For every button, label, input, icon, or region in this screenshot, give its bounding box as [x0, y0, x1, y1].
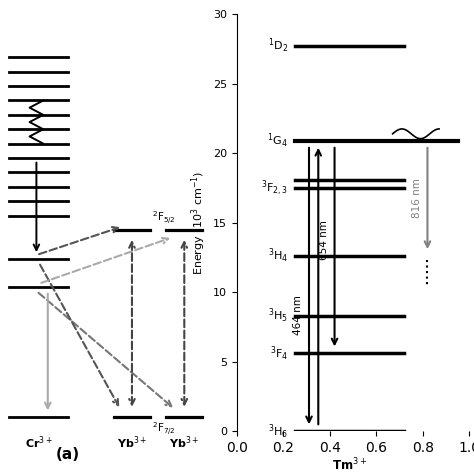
Text: 816 nm: 816 nm — [411, 179, 422, 219]
Text: (a): (a) — [56, 447, 80, 462]
Text: $^3$H$_5$: $^3$H$_5$ — [268, 307, 288, 325]
Text: $^3$F$_{2,3}$: $^3$F$_{2,3}$ — [261, 178, 288, 198]
Text: Yb$^{3+}$: Yb$^{3+}$ — [117, 435, 147, 451]
Text: 654 nm: 654 nm — [319, 220, 329, 260]
Text: Tm$^{3+}$: Tm$^{3+}$ — [332, 456, 367, 473]
Text: Yb$^{3+}$: Yb$^{3+}$ — [169, 435, 200, 451]
Text: $^2$F$_{5/2}$: $^2$F$_{5/2}$ — [153, 210, 176, 226]
Text: Cr$^{3+}$: Cr$^{3+}$ — [25, 435, 53, 451]
Y-axis label: Energy (10$^3$ cm$^{-1}$): Energy (10$^3$ cm$^{-1}$) — [189, 171, 208, 275]
Text: $^1$D$_2$: $^1$D$_2$ — [268, 37, 288, 55]
Text: $^1$G$_4$: $^1$G$_4$ — [267, 132, 288, 150]
Text: 464 nm: 464 nm — [293, 295, 303, 335]
Text: $^3$H$_4$: $^3$H$_4$ — [268, 247, 288, 265]
Text: $^2$F$_{7/2}$: $^2$F$_{7/2}$ — [153, 420, 176, 438]
Text: $^3$H$_6$: $^3$H$_6$ — [268, 422, 288, 440]
Text: $^3$F$_4$: $^3$F$_4$ — [270, 344, 288, 363]
